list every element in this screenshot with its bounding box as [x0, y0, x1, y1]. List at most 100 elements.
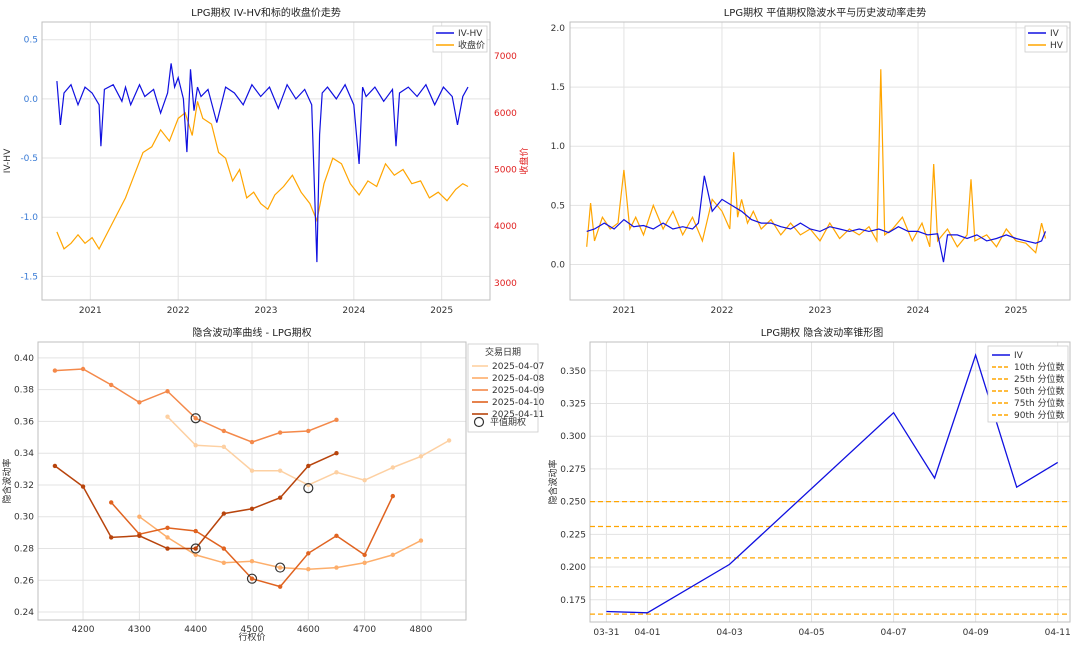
data-point	[418, 538, 424, 543]
legend-label: 2025-04-09	[492, 386, 545, 396]
data-point	[249, 506, 255, 511]
data-point	[109, 535, 114, 540]
data-point	[334, 533, 339, 539]
y-tick-label: 0.38	[14, 386, 34, 396]
y-tick-label: 0.350	[560, 367, 586, 377]
data-point	[362, 478, 367, 483]
data-point	[137, 533, 142, 539]
legend: 交易日期 2025-04-07 2025-04-08 2025-04-09 2025-…	[467, 343, 545, 433]
x-tick-label: 03-31	[593, 628, 619, 638]
legend-label: 90th 分位数	[1014, 409, 1065, 421]
data-point	[165, 414, 170, 419]
y-axis-label: 隐含波动率	[547, 459, 559, 504]
chart-title: LPG期权 IV-HV和标的收盘价走势	[191, 6, 341, 19]
y-tick-label: 0.30	[14, 513, 34, 523]
legend-label: 50th 分位数	[1014, 385, 1065, 397]
data-point	[193, 416, 198, 421]
y-tick-label: 0.200	[560, 563, 586, 573]
legend-label: IV-HV	[458, 29, 483, 39]
y-tick-label: 0.175	[560, 596, 586, 606]
legend-label: IV	[1014, 351, 1024, 361]
data-point	[277, 584, 283, 589]
data-point	[362, 560, 367, 566]
y-tick-label: 0.34	[14, 449, 34, 459]
y-tick-label: 0.32	[14, 481, 34, 491]
y-tick-label: 0.28	[14, 545, 34, 555]
data-point	[418, 454, 424, 459]
y2-tick-label: 7000	[494, 52, 517, 62]
data-point	[221, 511, 227, 516]
data-point	[137, 514, 142, 519]
legend-label: 平值期权	[490, 416, 526, 428]
x-tick-label: 4500	[241, 625, 264, 635]
x-tick-label: 2024	[342, 306, 365, 316]
y2-axis-label: 收盘价	[518, 147, 530, 174]
x-tick-label: 04-05	[798, 628, 824, 638]
x-tick-label: 2022	[167, 306, 190, 316]
y-tick-label: 2.0	[551, 24, 566, 34]
data-point	[137, 400, 142, 405]
atm-marker	[190, 413, 201, 424]
legend-label: 2025-04-07	[492, 362, 544, 372]
chart-title: LPG期权 隐含波动率锥形图	[761, 326, 884, 339]
x-tick-label: 04-11	[1045, 628, 1071, 638]
data-point	[221, 444, 227, 450]
y-tick-label: 0.325	[560, 399, 586, 409]
data-point	[306, 428, 311, 434]
y-tick-label: 1.0	[551, 142, 566, 152]
x-tick-label: 2024	[907, 306, 930, 316]
legend-title: 交易日期	[485, 346, 521, 358]
data-point	[221, 546, 227, 551]
y2-tick-label: 5000	[494, 166, 517, 176]
x-tick-label: 2022	[711, 306, 734, 316]
legend-label: 25th 分位数	[1014, 373, 1065, 385]
y2-tick-label: 4000	[494, 222, 517, 232]
series-line-close-price	[56, 101, 469, 251]
data-point	[277, 495, 283, 500]
y-axis-label: IV-HV	[3, 148, 13, 173]
data-point	[249, 439, 255, 445]
data-point	[249, 468, 255, 473]
data-point	[306, 566, 311, 572]
chart-title: 隐含波动率曲线 - LPG期权	[192, 326, 311, 339]
data-point	[165, 535, 170, 540]
x-tick-label: 4200	[72, 625, 95, 635]
data-point	[277, 468, 283, 473]
y-tick-label: 0.0	[551, 261, 566, 271]
data-point	[249, 559, 255, 564]
y-tick-label: -0.5	[20, 154, 38, 164]
atm-marker	[246, 573, 258, 584]
data-point	[390, 493, 395, 499]
x-axis-label: 行权价	[238, 631, 265, 643]
legend: IV HV	[1024, 25, 1068, 53]
legend-label: IV	[1050, 29, 1060, 39]
legend-label: 2025-04-10	[492, 398, 545, 408]
data-point	[446, 438, 452, 443]
data-point	[193, 546, 198, 551]
x-tick-label: 04-01	[634, 628, 660, 638]
y-tick-label: 0.275	[560, 465, 586, 475]
data-point	[249, 576, 255, 581]
y2-tick-label: 6000	[494, 109, 517, 119]
legend-label: 75th 分位数	[1014, 397, 1065, 409]
y-tick-label: -1.5	[20, 272, 38, 282]
data-point	[193, 528, 198, 534]
atm-marker	[190, 543, 201, 554]
x-tick-label: 04-07	[881, 628, 907, 638]
chart-iv-hv: LPG期权 平值期权隐波水平与历史波动率走势 0.0 0.5 1.0 1.5 2.0 2…	[551, 6, 1071, 316]
x-tick-label: 4600	[297, 625, 320, 635]
y-tick-label: -1.0	[20, 213, 38, 223]
x-tick-label: 2025	[430, 306, 453, 316]
data-point	[390, 465, 395, 470]
y-tick-label: 0.5	[551, 201, 565, 211]
legend-label: 2025-04-08	[492, 374, 545, 384]
legend-label: 2025-04-11	[492, 410, 544, 420]
data-point	[277, 565, 283, 570]
atm-marker	[303, 483, 314, 494]
data-point	[109, 500, 114, 505]
data-point	[390, 552, 395, 558]
x-tick-label: 4400	[184, 625, 207, 635]
x-tick-label: 4700	[353, 625, 376, 635]
